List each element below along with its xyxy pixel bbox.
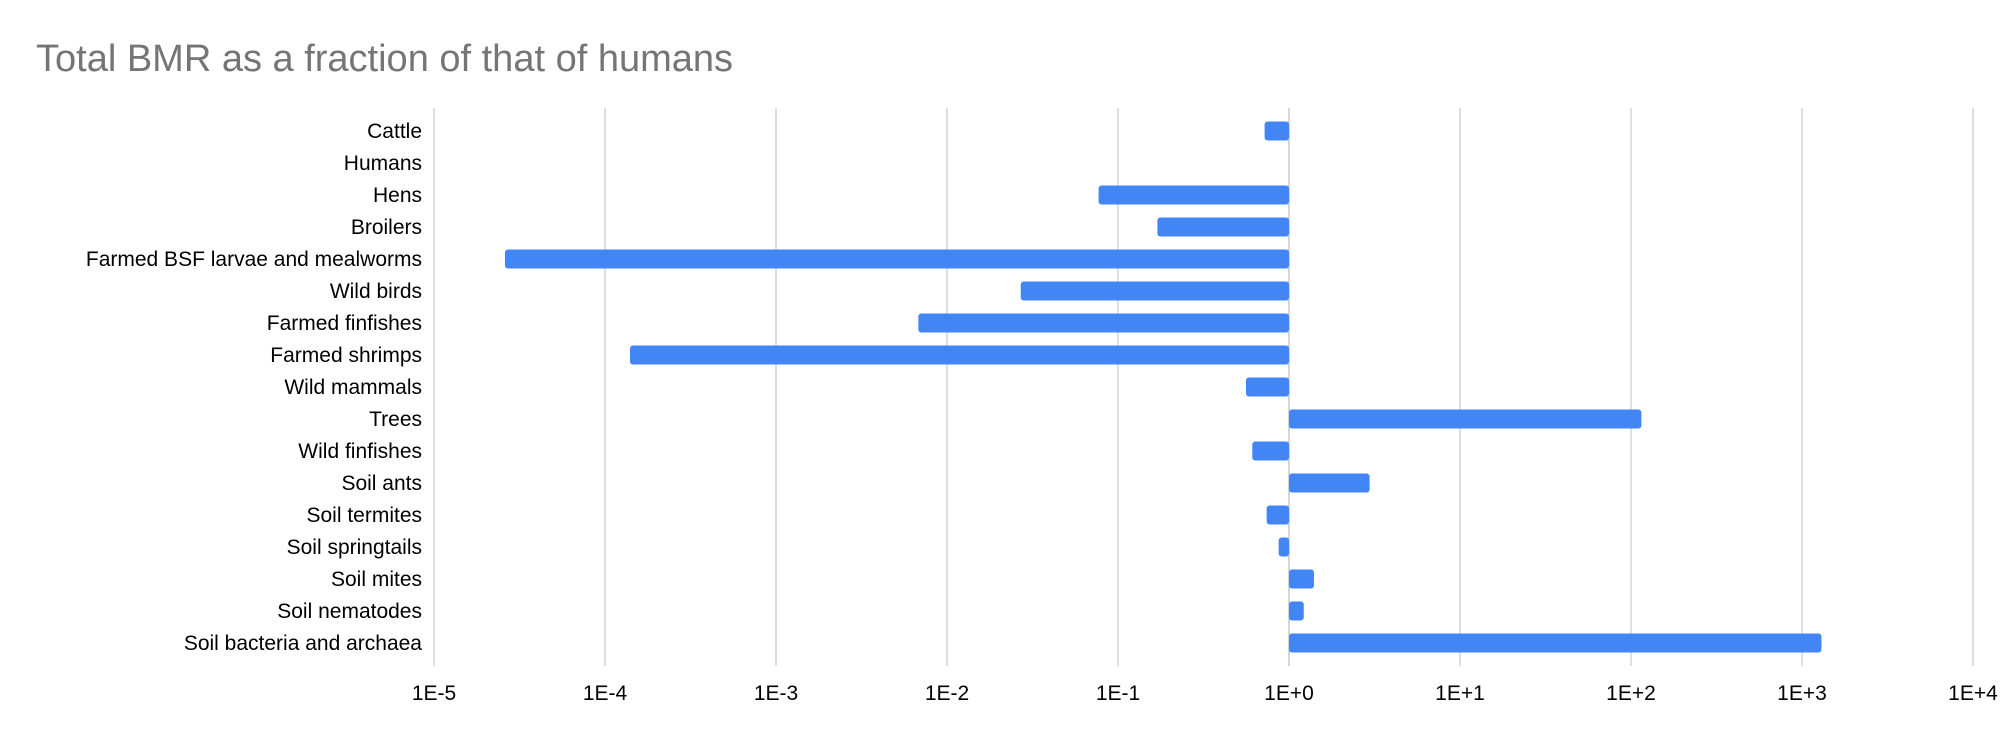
- category-label: Humans: [344, 152, 422, 175]
- x-tick-label: 1E+2: [1606, 682, 1656, 705]
- x-tick-label: 1E+1: [1435, 682, 1485, 705]
- category-label: Wild birds: [330, 280, 422, 303]
- x-tick-label: 1E-2: [925, 682, 969, 705]
- x-tick-label: 1E-3: [754, 682, 798, 705]
- bar: [1252, 441, 1289, 461]
- x-tick-label: 1E+3: [1777, 682, 1827, 705]
- category-label: Cattle: [367, 120, 422, 143]
- bar: [1289, 601, 1304, 621]
- x-tick-label: 1E+0: [1264, 682, 1314, 705]
- x-tick-label: 1E-4: [583, 682, 628, 705]
- bar: [1289, 633, 1822, 653]
- category-label: Farmed shrimps: [270, 344, 422, 367]
- category-label: Soil springtails: [287, 536, 422, 559]
- x-tick-label: 1E+4: [1948, 682, 1998, 705]
- category-label: Broilers: [351, 216, 422, 239]
- bar: [1289, 409, 1642, 429]
- bar: [1157, 217, 1289, 237]
- bar: [1098, 185, 1289, 205]
- category-label-layer: Cattle Humans Hens Broilers Farmed BSF larva…: [86, 120, 422, 655]
- bar: [1020, 281, 1289, 301]
- bar: [629, 345, 1289, 365]
- category-label: Soil mites: [331, 568, 422, 591]
- bar: [1289, 473, 1370, 493]
- category-label: Wild finfishes: [298, 440, 422, 463]
- bar: [1264, 121, 1289, 141]
- bar: [1289, 569, 1314, 589]
- bar: [1245, 377, 1289, 397]
- category-label: Soil bacteria and archaea: [184, 632, 422, 655]
- category-label: Farmed BSF larvae and mealworms: [86, 248, 422, 271]
- category-label: Soil nematodes: [277, 600, 422, 623]
- bar: [918, 313, 1289, 333]
- bar-layer: [504, 121, 1822, 653]
- x-tick-label: 1E-1: [1096, 682, 1140, 705]
- category-label: Soil termites: [306, 504, 422, 527]
- bar: [1278, 537, 1289, 557]
- category-label: Farmed finfishes: [267, 312, 422, 335]
- bar: [504, 249, 1289, 269]
- chart-title: Total BMR as a fraction of that of human…: [36, 38, 734, 80]
- x-tick-label: 1E-5: [412, 682, 456, 705]
- x-tick-label-layer: 1E-5 1E-4 1E-3 1E-2 1E-1 1E+0 1E+1 1E+2 1E+3 1E+4: [412, 682, 1998, 705]
- category-label: Soil ants: [341, 472, 422, 495]
- category-label: Wild mammals: [284, 376, 422, 399]
- bar: [1266, 505, 1289, 525]
- category-label: Hens: [373, 184, 422, 207]
- category-label: Trees: [369, 408, 422, 431]
